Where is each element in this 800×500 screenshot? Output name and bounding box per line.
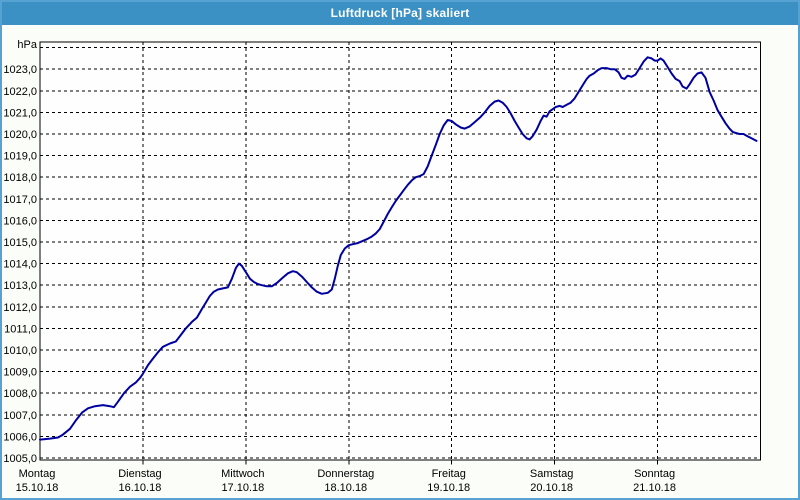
x-date-label: 15.10.18 (16, 482, 59, 494)
x-day-label: Donnerstag (317, 468, 374, 480)
x-date-label: 20.10.18 (530, 482, 573, 494)
y-tick-label: 1005,0 (3, 453, 37, 465)
y-axis-unit-label: hPa (17, 39, 37, 51)
plot-area (40, 42, 761, 460)
x-day-label: Montag (19, 468, 56, 480)
y-tick-label: 1007,0 (3, 410, 37, 422)
y-tick-label: 1019,0 (3, 151, 37, 163)
window-title: Luftdruck [hPa] skaliert (330, 6, 470, 20)
y-tick-label: 1013,0 (3, 280, 37, 292)
x-date-label: 17.10.18 (221, 482, 264, 494)
y-tick-label: 1018,0 (3, 172, 37, 184)
x-day-label: Freitag (432, 468, 466, 480)
y-tick-label: 1017,0 (3, 194, 37, 206)
window-titlebar: Luftdruck [hPa] skaliert (2, 2, 798, 25)
pressure-line (39, 56, 758, 441)
y-tick-label: 1012,0 (3, 302, 37, 314)
y-tick-label: 1016,0 (3, 215, 37, 227)
y-tick-label: 1020,0 (3, 129, 37, 141)
plot-border (39, 41, 761, 461)
x-day-label: Samstag (530, 468, 573, 480)
y-tick-label: 1014,0 (3, 259, 37, 271)
y-tick-label: 1006,0 (3, 431, 37, 443)
x-date-label: 21.10.18 (633, 482, 676, 494)
x-day-label: Sonntag (634, 468, 675, 480)
x-date-label: 18.10.18 (324, 482, 367, 494)
y-tick-label: 1021,0 (3, 107, 37, 119)
y-tick-label: 1022,0 (3, 86, 37, 98)
x-day-label: Dienstag (118, 468, 161, 480)
y-tick-label: 1023,0 (3, 64, 37, 76)
y-tick-label: 1008,0 (3, 388, 37, 400)
x-day-label: Mittwoch (221, 468, 264, 480)
x-date-label: 19.10.18 (427, 482, 470, 494)
y-tick-label: 1015,0 (3, 237, 37, 249)
y-tick-label: 1010,0 (3, 345, 37, 357)
x-date-label: 16.10.18 (119, 482, 162, 494)
y-tick-label: 1009,0 (3, 367, 37, 379)
y-tick-label: 1011,0 (4, 323, 37, 335)
